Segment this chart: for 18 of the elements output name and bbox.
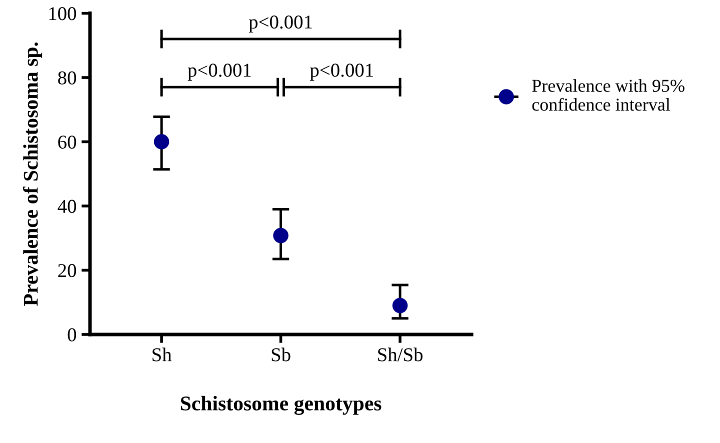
y-axis-title: Prevalence of Schistosoma sp. (22, 42, 42, 306)
x-axis-title: Schistosome genotypes (180, 396, 382, 415)
legend-label: Prevalence with 95% confidence interval (532, 79, 684, 111)
y-tick-label: 60 (58, 136, 76, 149)
point (273, 228, 288, 244)
annotation: p<0.001 (310, 64, 373, 81)
y-tick-label: 80 (58, 71, 76, 84)
y-tick-label: 100 (49, 7, 76, 20)
x-tick-label: Sh (152, 348, 172, 362)
y-tick-label: 40 (58, 200, 76, 213)
x-tick-label: Sb (272, 348, 290, 362)
y-tick-label: 20 (58, 264, 76, 278)
annotation: p<0.001 (248, 15, 312, 33)
x-tick-label: Sh/Sb (378, 348, 423, 362)
y-tick-label: 0 (68, 328, 76, 342)
point (154, 134, 170, 150)
annotation: p<0.001 (188, 64, 251, 81)
point (392, 298, 408, 314)
